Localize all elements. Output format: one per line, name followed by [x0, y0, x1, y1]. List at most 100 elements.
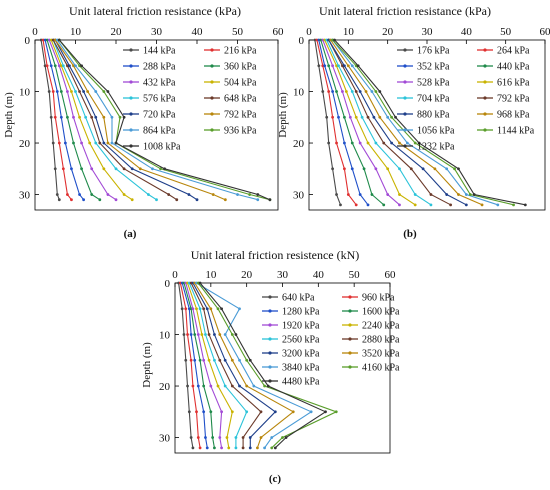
y-axis-label: Depth (m) [141, 342, 153, 388]
data-point [66, 115, 69, 119]
legend-marker [483, 48, 487, 52]
data-point [55, 90, 59, 93]
data-point [51, 90, 55, 93]
data-point [189, 436, 193, 439]
data-point [84, 115, 88, 119]
data-point [331, 167, 334, 171]
data-point [209, 384, 213, 388]
data-point [445, 193, 449, 196]
data-point [167, 193, 171, 196]
data-point [354, 203, 358, 207]
data-point [186, 384, 189, 388]
data-point [421, 167, 425, 171]
series-line [58, 39, 271, 201]
data-point [417, 141, 421, 145]
legend-marker [129, 96, 133, 100]
data-point [70, 167, 73, 171]
series-line [318, 39, 369, 206]
y-tick-label: 0 [299, 35, 305, 47]
data-point [382, 141, 386, 145]
x-tick-label: 50 [232, 26, 244, 38]
data-point [202, 307, 206, 311]
series-line [188, 282, 248, 448]
data-point [238, 307, 241, 311]
data-point [122, 167, 126, 171]
data-point [386, 193, 390, 196]
data-point [198, 446, 202, 450]
legend: 640 kPa 960 kPa 1280 kPa 1600 kPa 1920 kPa 22… [262, 293, 400, 388]
data-point [130, 198, 134, 202]
data-point [366, 115, 370, 119]
data-point [281, 436, 284, 439]
data-point [68, 64, 71, 68]
data-point [386, 167, 390, 171]
series-line [199, 282, 327, 449]
data-point [270, 436, 274, 439]
data-point [207, 333, 211, 336]
x-tick-label: 40 [313, 269, 325, 281]
series-line [324, 39, 416, 206]
data-point [55, 38, 59, 42]
data-point [186, 333, 189, 336]
data-point [337, 115, 340, 119]
data-point [333, 38, 336, 42]
legend-label: 792 kPa [224, 110, 257, 121]
legend-marker [348, 323, 352, 327]
legend-label: 1920 kPa [282, 321, 320, 332]
legend-marker [348, 309, 352, 313]
data-point [106, 90, 110, 93]
y-tick-label: 30 [159, 433, 171, 445]
data-point [317, 38, 321, 42]
data-point [98, 198, 102, 202]
series-line [183, 282, 215, 448]
legend-marker [403, 128, 407, 132]
legend-label: 1232 kPa [417, 142, 455, 153]
legend-marker [483, 128, 487, 132]
y-tick-label: 0 [25, 35, 31, 47]
legend-label: 528 kPa [417, 78, 450, 89]
data-point [241, 446, 245, 450]
legend-marker [348, 351, 352, 355]
y-tick-label: 10 [293, 87, 305, 99]
legend-label: 176 kPa [417, 46, 450, 57]
data-point [72, 115, 75, 119]
data-point [66, 90, 69, 93]
data-point [204, 333, 207, 336]
data-point [102, 90, 106, 93]
data-point [263, 384, 266, 388]
data-point [59, 115, 63, 119]
data-point [78, 193, 81, 196]
series-line [330, 39, 483, 206]
legend-label: 704 kPa [417, 94, 450, 105]
legend-marker [268, 351, 272, 355]
x-tick-label: 30 [151, 26, 163, 38]
data-point [118, 115, 122, 119]
data-point [80, 167, 83, 171]
data-point [90, 167, 94, 171]
legend-label: 1008 kPa [143, 142, 181, 153]
legend-label: 440 kPa [497, 62, 530, 73]
series-lines [177, 281, 338, 450]
x-tick-label: 20 [111, 26, 123, 38]
data-point [350, 64, 354, 68]
y-axis: 0 10 20 30 [19, 35, 39, 202]
data-point [398, 203, 401, 207]
data-point [245, 410, 249, 414]
series-line [58, 39, 271, 201]
data-point [341, 64, 344, 68]
data-point [204, 436, 207, 439]
legend: 176 kPa 264 kPa 352 kPa 440 kPa 528 kPa 616 k… [397, 46, 535, 153]
data-point [195, 410, 198, 414]
y-tick-label: 20 [293, 138, 305, 150]
data-point [223, 333, 227, 336]
data-point [259, 410, 263, 414]
data-point [248, 436, 252, 439]
y-tick-label: 20 [159, 381, 171, 393]
x-axis: 0 10 20 30 40 50 60 [306, 26, 550, 44]
data-point [343, 167, 346, 171]
data-point [94, 115, 98, 119]
data-point [94, 141, 98, 145]
data-point [343, 64, 346, 68]
data-point [335, 90, 338, 93]
data-point [94, 90, 98, 93]
